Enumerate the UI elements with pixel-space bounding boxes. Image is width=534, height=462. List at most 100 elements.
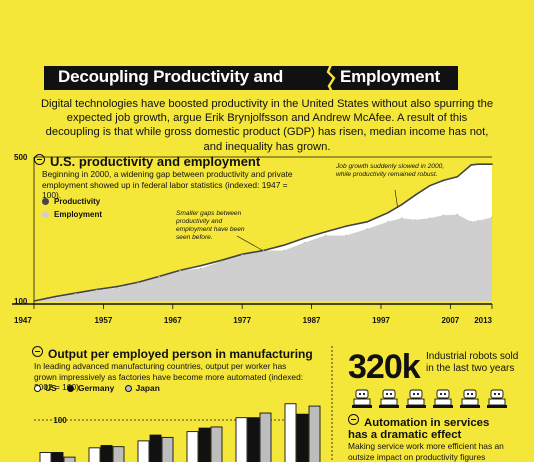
employment-point [470,221,472,223]
employment-point [345,234,348,237]
productivity-point [345,225,348,227]
robots-stat-label: Industrial robots sold in the last two y… [426,351,519,374]
employment-point [456,213,459,216]
title-break-icon [326,62,336,94]
employment-point [366,228,368,230]
productivity-point [303,237,306,239]
bar-us [39,452,52,462]
bar-germany [149,434,162,462]
robot-icon [433,389,453,408]
employment-point [387,221,389,223]
chart1-svg: 500 100 1947 1957 1967 1977 1987 1997 2007 2013 [12,153,493,325]
legend-germany: Germany [66,383,115,393]
bar-germany [247,417,260,462]
annotation-smaller-gaps: Smaller gaps between productivity and em… [176,210,245,241]
bar-japan [161,436,174,462]
x-tick-label: 1977 [233,316,251,325]
legend-employment-label: Employment [54,210,103,219]
legend-japan: Japan [124,383,160,393]
robot-icon [460,389,480,408]
bar-us [235,417,248,462]
annotation-leader-gap [236,235,264,251]
employment-point [491,216,493,219]
employment-point [178,269,181,272]
bar-japan [259,412,272,462]
bar-japan [308,405,321,462]
chart2-legend: US Germany Japan [34,383,168,393]
employment-point [137,282,139,284]
productivity-point [491,163,493,165]
employment-point [199,267,202,270]
chart2-title-row: Output per employed person in manufactur… [32,346,313,361]
robot-icon [406,389,426,408]
bar-us [284,403,297,462]
robot-icon [487,389,507,408]
employment-point [283,249,285,252]
productivity-point [477,163,479,165]
productivity-point [387,212,389,214]
employment-swatch [42,211,49,218]
bar-germany [296,413,309,462]
x-tick-label: 1967 [164,316,182,325]
x-tick-label: 1947 [14,316,32,325]
productivity-point [324,231,327,233]
productivity-point [366,221,368,223]
y-tick-label: 500 [14,153,28,162]
employment-point [324,234,327,237]
section3-title: Automation in services has a dramatic ef… [348,414,489,441]
employment-point [428,217,431,219]
section3-desc: Making service work more efficient has a… [348,441,504,462]
title-band [44,66,458,90]
bar-germany [51,452,64,462]
legend-employment: Employment [42,210,102,219]
bar-japan [112,446,125,462]
employment-point [54,297,56,299]
productivity-point [456,176,459,178]
employment-point [303,241,306,244]
productivity-swatch [42,198,49,205]
x-tick-label: 2007 [441,316,459,325]
page-title: Decoupling Productivity and [58,67,284,86]
productivity-point [116,285,119,288]
bar-japan [210,426,223,462]
y-tick-label: 100 [14,297,28,306]
bar-us [137,440,150,462]
productivity-line [33,163,492,302]
employment-point [400,217,403,219]
bar-germany [198,427,211,462]
page-title-right: Employment [340,67,441,86]
intro-text: Digital technologies have boosted produc… [40,98,494,153]
employment-point [477,219,479,222]
legend-us: US [34,383,57,393]
x-tick-label: 1987 [303,316,321,325]
annotation-job-growth: Job growth suddenly slowed in 2000, whil… [336,163,445,178]
minus-circle-icon [348,414,359,425]
x-tick-label: 1997 [372,316,390,325]
employment-point [414,219,417,221]
employment-point [116,287,119,289]
productivity-point [400,203,403,206]
employment-point [241,254,243,256]
us-swatch [34,385,41,392]
legend-productivity-label: Productivity [54,197,101,206]
employment-point [442,214,445,217]
productivity-point [428,185,431,187]
productivity-point [442,179,445,182]
legend-germany-label: Germany [77,383,115,393]
legend-japan-label: Japan [135,383,160,393]
bar-japan [63,456,76,462]
japan-swatch [124,385,132,392]
legend-us-label: US [45,383,57,393]
employment-point [220,260,223,263]
robot-icon [352,389,372,408]
section3-title-line2: has a dramatic effect [348,429,462,441]
annotation-leader-2000 [394,189,398,208]
x-tick-label: 2013 [474,316,492,325]
employment-point [74,293,77,295]
reference-line-label: 100 [53,416,67,425]
germany-swatch [66,385,74,392]
productivity-point [470,164,472,166]
legend-productivity: Productivity [42,197,100,206]
robot-icon [379,389,399,408]
